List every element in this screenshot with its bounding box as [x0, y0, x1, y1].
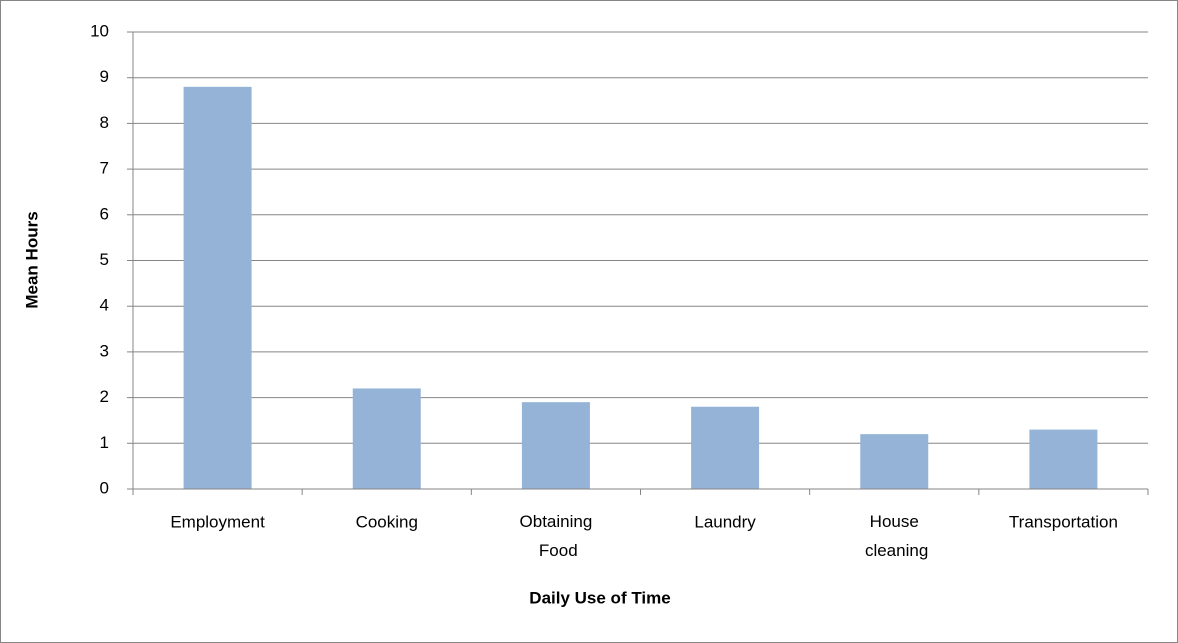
bar: [521, 402, 590, 489]
x-tick-label: Transportation: [1009, 512, 1118, 531]
y-tick-label: 0: [100, 478, 109, 497]
bar: [1029, 429, 1098, 489]
y-tick-label: 1: [100, 433, 109, 452]
bar: [183, 86, 252, 489]
x-tick-label: Employment: [170, 512, 265, 531]
y-axis-title: Mean Hours: [22, 211, 41, 308]
y-tick-label: 3: [100, 341, 109, 360]
y-tick-label: 4: [100, 296, 109, 315]
bar: [860, 434, 929, 489]
y-tick-label: 6: [100, 204, 109, 223]
x-tick-label: House cleaning: [860, 512, 928, 560]
y-tick-label: 10: [90, 21, 109, 40]
y-tick-label: 8: [100, 113, 109, 132]
x-tick-label: Laundry: [694, 512, 756, 531]
y-tick-label: 9: [100, 67, 109, 86]
y-tick-label: 2: [100, 387, 109, 406]
bar: [691, 406, 760, 489]
bar: [352, 388, 421, 489]
x-tick-label: Obtaining Food: [520, 512, 593, 560]
x-axis-title: Daily Use of Time: [529, 588, 670, 607]
x-tick-label: Cooking: [356, 512, 418, 531]
y-tick-label: 5: [100, 250, 109, 269]
y-tick-label: 7: [100, 159, 109, 178]
